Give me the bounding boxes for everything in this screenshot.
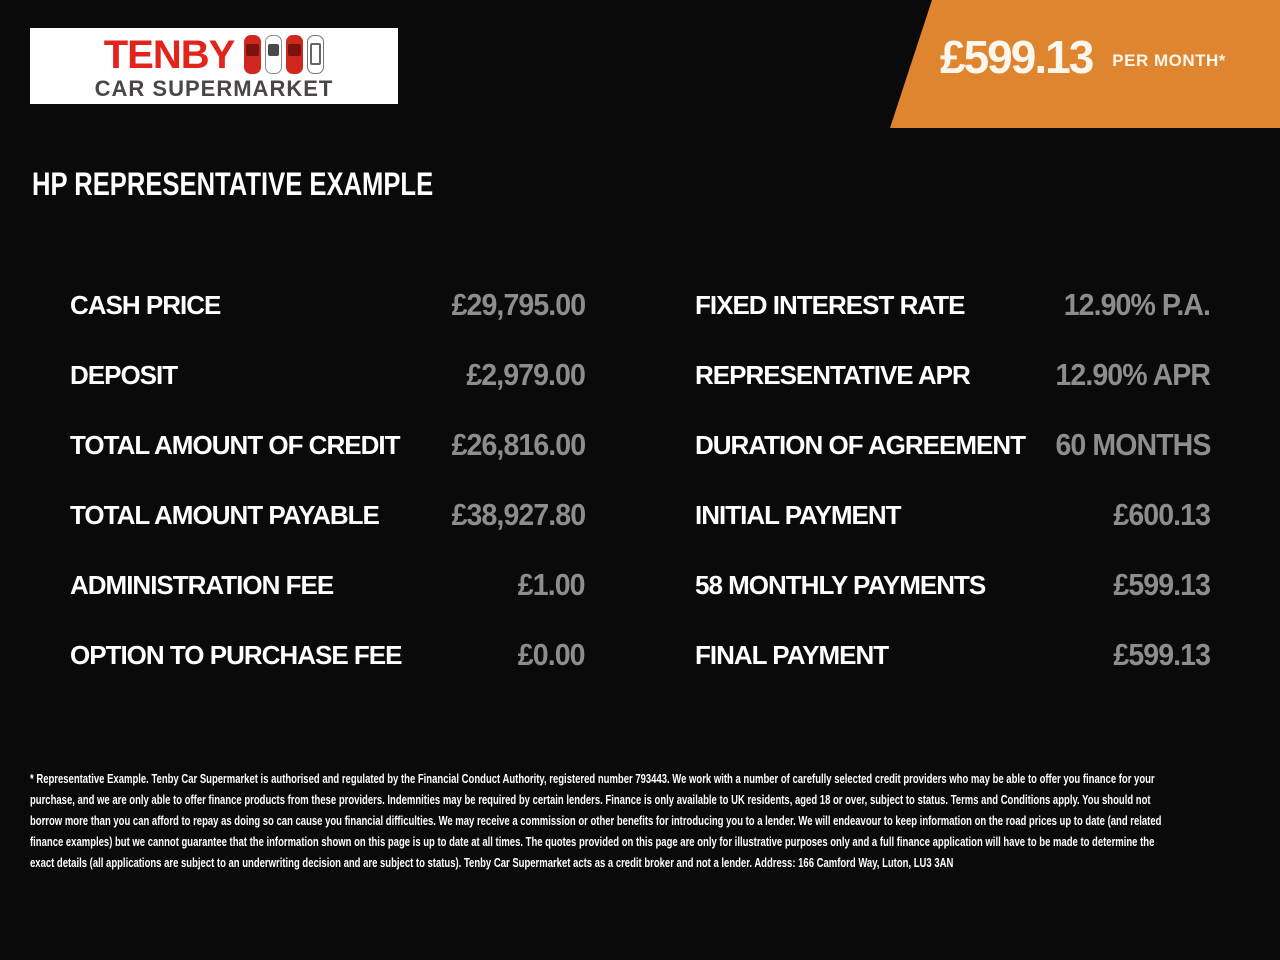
finance-row-label: FIXED INTEREST RATE — [695, 289, 965, 320]
finance-row-label: TOTAL AMOUNT PAYABLE — [70, 499, 380, 530]
monthly-price-per-label: PER MONTH* — [1112, 51, 1226, 70]
finance-row-value: £29,795.00 — [451, 287, 585, 322]
dealer-logo-cars — [244, 35, 325, 74]
finance-row-label: OPTION TO PURCHASE FEE — [70, 639, 402, 670]
finance-row-label: CASH PRICE — [70, 289, 221, 320]
finance-row: DEPOSIT £2,979.00 — [70, 340, 586, 410]
finance-row-label: INITIAL PAYMENT — [695, 499, 902, 530]
disclaimer-text: * Representative Example. Tenby Car Supe… — [30, 772, 1162, 870]
finance-row-label: TOTAL AMOUNT OF CREDIT — [70, 429, 400, 460]
dealer-logo-title: TENBY — [103, 32, 236, 77]
finance-row: FINAL PAYMENT £599.13 — [695, 620, 1211, 690]
finance-row-value: £599.13 — [1113, 567, 1211, 602]
finance-row: REPRESENTATIVE APR 12.90% APR — [695, 340, 1211, 410]
finance-row-value: £2,979.00 — [466, 357, 586, 392]
finance-row: 58 MONTHLY PAYMENTS £599.13 — [695, 550, 1211, 620]
finance-row-value: 12.90% APR — [1055, 357, 1211, 392]
finance-row-value: £0.00 — [518, 637, 586, 672]
finance-row-label: ADMINISTRATION FEE — [70, 569, 334, 600]
finance-row: INITIAL PAYMENT £600.13 — [695, 480, 1211, 550]
finance-row-label: FINAL PAYMENT — [695, 639, 889, 670]
finance-row: TOTAL AMOUNT OF CREDIT £26,816.00 — [70, 410, 586, 480]
red-car-top-icon — [244, 35, 262, 74]
finance-col-left: CASH PRICE £29,795.00 DEPOSIT £2,979.00 TOTA… — [70, 270, 586, 690]
monthly-price-banner: £599.13 PER MONTH* — [890, 0, 1280, 128]
finance-row-value: £600.13 — [1113, 497, 1211, 532]
finance-row-label: 58 MONTHLY PAYMENTS — [695, 569, 986, 600]
finance-row: CASH PRICE £29,795.00 — [70, 270, 586, 340]
white-car-top-icon — [265, 35, 283, 74]
finance-row-value: £38,927.80 — [451, 497, 585, 532]
finance-row-value: £1.00 — [518, 567, 586, 602]
page-title: HP REPRESENTATIVE EXAMPLE — [32, 166, 434, 202]
outline-car-top-icon — [307, 35, 325, 74]
finance-row-label: DEPOSIT — [70, 359, 178, 390]
finance-row-label: DURATION OF AGREEMENT — [695, 429, 1026, 460]
monthly-price-value: £599.13 — [940, 31, 1094, 83]
finance-row: DURATION OF AGREEMENT 60 MONTHS — [695, 410, 1211, 480]
finance-row-value: 12.90% P.A. — [1063, 287, 1211, 322]
dealer-logo-top: TENBY — [104, 34, 325, 76]
finance-row-value: £599.13 — [1113, 637, 1211, 672]
finance-row: OPTION TO PURCHASE FEE £0.00 — [70, 620, 586, 690]
finance-row-value: £26,816.00 — [451, 427, 585, 462]
dealer-logo: TENBY CAR SUPERMARKET — [30, 28, 398, 104]
dealer-logo-subtitle: CAR SUPERMARKET — [94, 75, 334, 101]
red-car-top-icon — [286, 35, 304, 74]
finance-col-right: FIXED INTEREST RATE 12.90% P.A. REPRESENTA… — [695, 270, 1211, 690]
finance-row: TOTAL AMOUNT PAYABLE £38,927.80 — [70, 480, 586, 550]
finance-row: FIXED INTEREST RATE 12.90% P.A. — [695, 270, 1211, 340]
finance-row-label: REPRESENTATIVE APR — [695, 359, 971, 390]
finance-row: ADMINISTRATION FEE £1.00 — [70, 550, 586, 620]
finance-row-value: 60 MONTHS — [1055, 427, 1211, 462]
